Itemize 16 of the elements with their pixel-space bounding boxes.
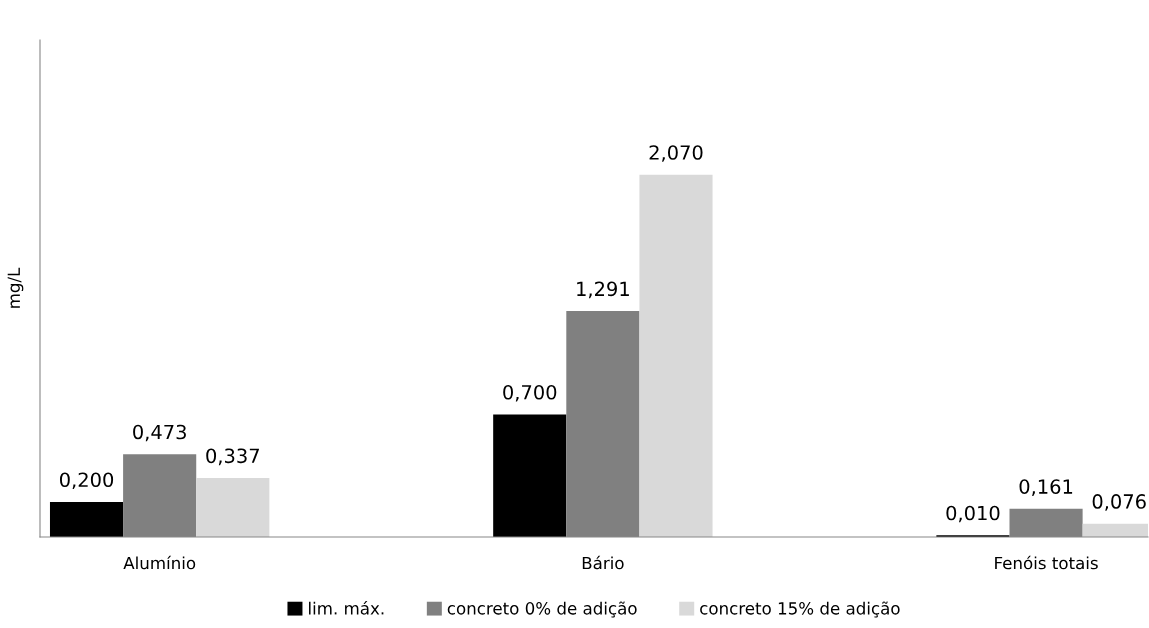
legend-label: lim. máx. (309, 601, 384, 615)
x-tick-label: Fenóis totais (995, 555, 1098, 570)
data-label: 1,291 (577, 281, 629, 299)
data-label: 0,076 (1092, 494, 1146, 511)
y-axis-title: mg/L (7, 267, 24, 308)
data-label: 0,337 (206, 448, 259, 466)
data-label: 0,161 (1019, 479, 1073, 496)
x-tick-label: Bário (582, 555, 624, 570)
legend-label: concreto 0% de adição (447, 601, 637, 618)
legend-label: concreto 15% de adição (700, 601, 900, 618)
data-label: 0,010 (946, 505, 1000, 523)
x-tick-label: Alumínio (123, 555, 196, 570)
data-label: 0,700 (503, 384, 557, 402)
data-label: 0,473 (133, 424, 186, 442)
data-label: 0,200 (59, 472, 114, 490)
data-label: 2,070 (649, 145, 703, 162)
